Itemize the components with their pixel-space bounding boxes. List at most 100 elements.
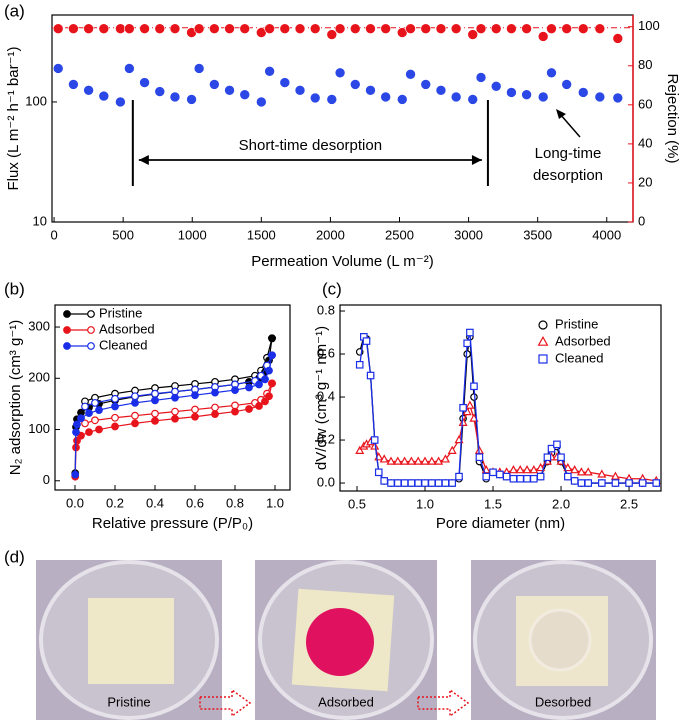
y-tick-label: 0.4	[317, 388, 335, 403]
marker	[420, 456, 430, 465]
arrow-head	[138, 155, 149, 165]
marker	[407, 479, 416, 487]
data-point	[139, 23, 150, 34]
data-point	[264, 23, 275, 34]
data-point	[490, 23, 502, 34]
data-point	[420, 79, 432, 90]
data-point	[309, 23, 321, 34]
data-point	[68, 23, 79, 34]
marker	[211, 403, 219, 412]
data-point	[326, 94, 338, 105]
marker	[111, 422, 119, 431]
data-point	[115, 96, 126, 108]
marker	[265, 392, 273, 401]
data-point	[52, 23, 64, 34]
x-tick-label: 0.0	[66, 495, 84, 510]
marker	[536, 462, 546, 472]
marker	[557, 453, 565, 462]
marker	[355, 445, 365, 454]
marker	[400, 456, 410, 465]
marker	[482, 472, 491, 481]
marker	[370, 436, 379, 444]
marker	[366, 371, 375, 380]
data-point	[209, 23, 220, 34]
marker	[91, 416, 99, 425]
data-point	[561, 79, 572, 90]
faded-spot	[528, 608, 592, 672]
marker	[387, 479, 395, 487]
marker	[414, 479, 423, 487]
y-tick-label: 0.2	[317, 431, 335, 446]
marker	[638, 479, 647, 487]
data-point	[115, 23, 126, 34]
marker	[85, 428, 93, 436]
marker	[625, 479, 633, 487]
data-point	[506, 23, 517, 34]
marker	[564, 472, 572, 481]
data-point	[435, 85, 447, 96]
marker	[111, 394, 119, 403]
data-point	[224, 23, 235, 34]
x-tick-label: 0.5	[348, 496, 366, 511]
data-point	[169, 23, 181, 34]
y-tick-label: 0	[43, 472, 50, 487]
marker	[547, 444, 556, 453]
data-point	[506, 87, 517, 98]
marker	[81, 402, 89, 411]
data-point	[209, 79, 220, 90]
data-point	[475, 23, 487, 34]
marker	[538, 354, 548, 364]
marker	[576, 467, 586, 476]
y2-tick-label: 100	[638, 18, 660, 33]
x-tick-label: 1.0	[416, 496, 434, 511]
marker	[95, 406, 103, 414]
marker	[81, 419, 89, 428]
marker	[406, 456, 416, 465]
marker	[73, 420, 81, 429]
legend-label: Cleaned	[99, 337, 147, 352]
data-point	[326, 29, 338, 40]
dye-spot	[306, 608, 374, 676]
data-point	[561, 23, 572, 34]
marker	[63, 342, 71, 350]
data-point	[124, 63, 135, 74]
annotation: Long-time	[535, 145, 602, 162]
marker	[523, 474, 531, 483]
data-point	[577, 87, 589, 98]
panel-label: (d)	[4, 547, 25, 566]
y-tick-label: 0.8	[317, 302, 335, 317]
marker	[611, 479, 620, 487]
marker	[543, 453, 552, 462]
marker	[458, 417, 468, 426]
data-point	[98, 90, 110, 102]
data-point	[467, 94, 479, 105]
data-point	[294, 23, 306, 34]
marker	[553, 440, 561, 449]
data-point	[83, 85, 94, 96]
data-point	[139, 77, 150, 88]
marker	[87, 310, 95, 318]
data-point	[396, 94, 408, 105]
marker	[255, 402, 263, 410]
marker	[440, 454, 450, 463]
data-point	[380, 91, 391, 103]
marker	[171, 407, 179, 416]
y2-tick-label: 80	[638, 57, 652, 72]
marker	[577, 479, 586, 487]
marker	[151, 416, 159, 425]
data-point	[475, 72, 487, 83]
y2-tick-label: 60	[638, 96, 652, 111]
marker	[516, 474, 525, 483]
marker	[530, 474, 538, 483]
x-tick-label: 0.4	[146, 495, 164, 510]
x-tick-label: 2.0	[552, 496, 570, 511]
y2-tick-label: 40	[638, 135, 652, 150]
y-tick-label: 0.6	[317, 345, 335, 360]
arrow	[417, 688, 470, 718]
marker	[455, 472, 463, 481]
data-point	[450, 91, 462, 103]
marker	[265, 366, 273, 375]
data-point	[594, 91, 606, 103]
marker	[211, 388, 219, 397]
marker	[434, 479, 443, 487]
